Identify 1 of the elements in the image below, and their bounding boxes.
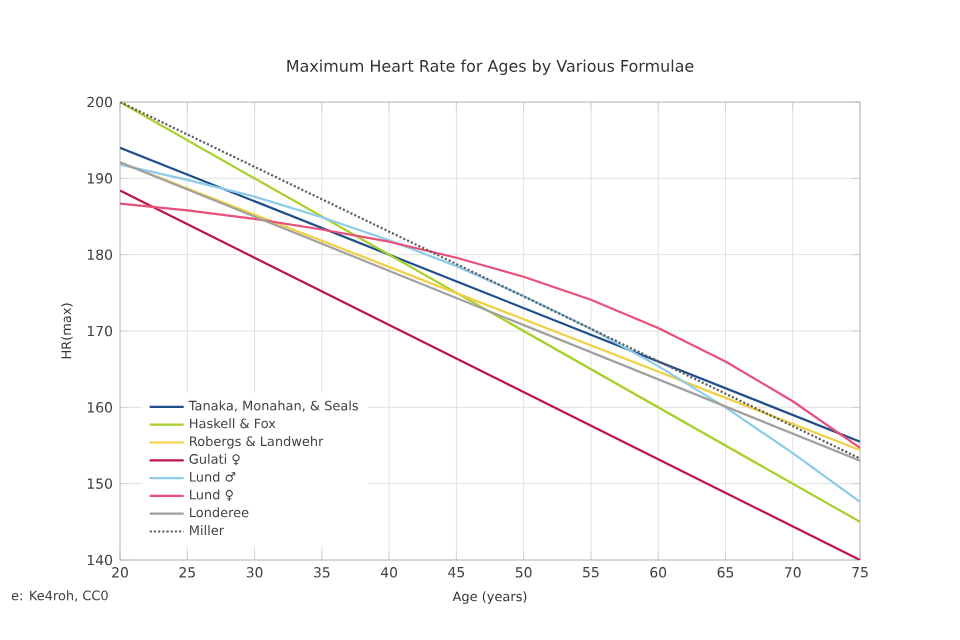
line-series — [120, 202, 861, 449]
